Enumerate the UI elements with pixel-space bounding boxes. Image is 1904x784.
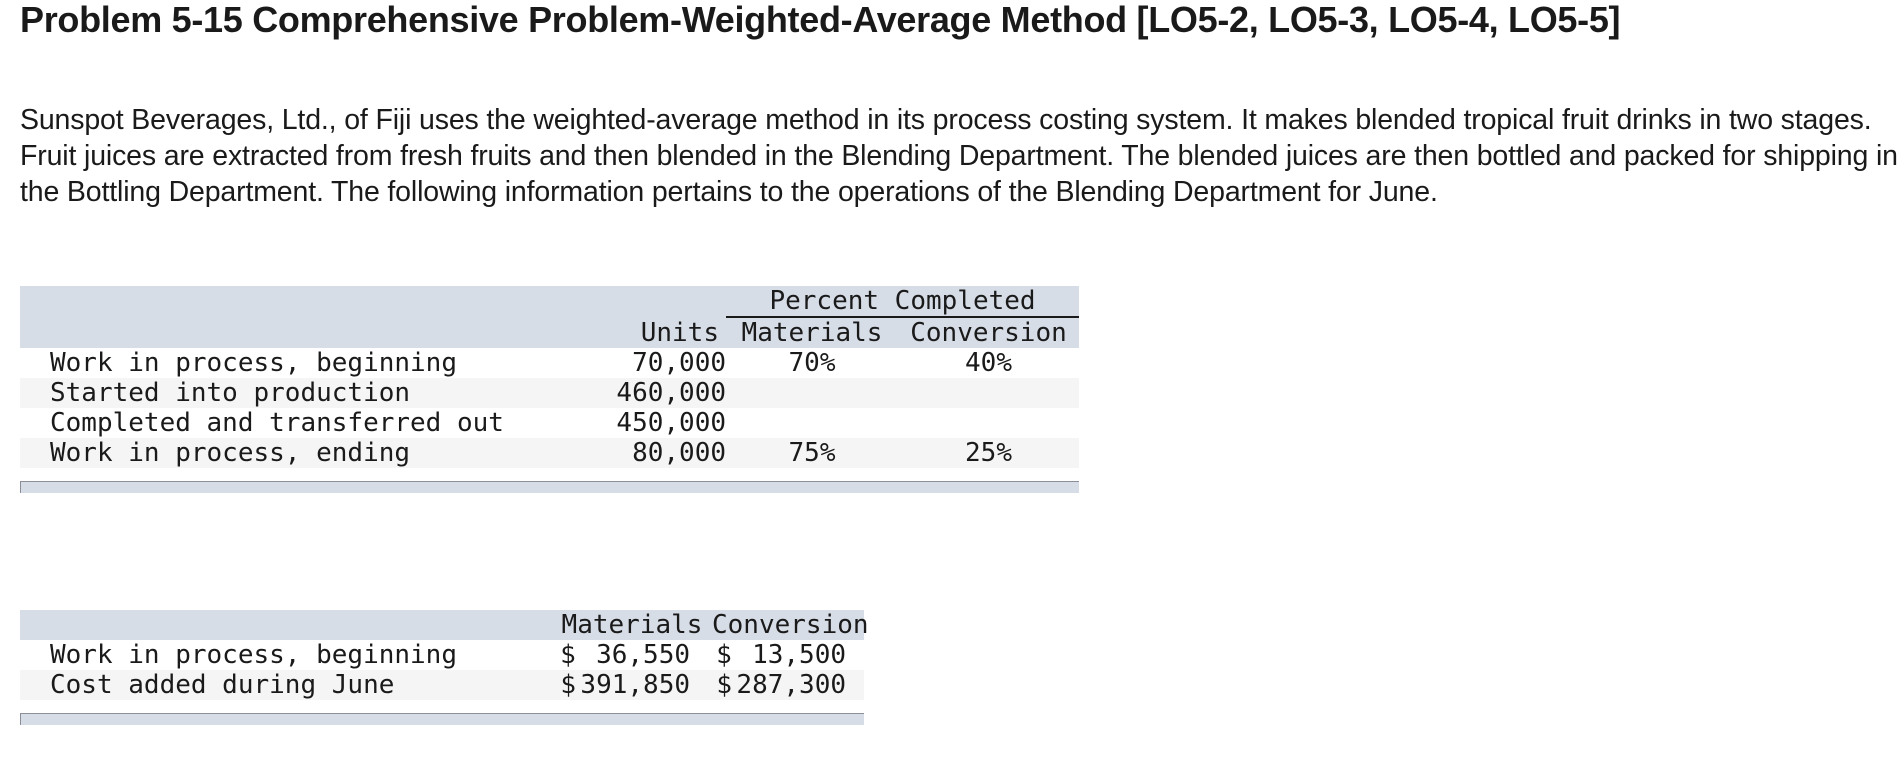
conversion-cost: $13,500 [712,640,864,670]
materials-cost-value: 391,850 [580,670,690,700]
units-value: 450,000 [565,408,726,438]
cost-table-header-row: Materials Conversion [20,610,869,640]
currency-symbol: $ [716,670,733,700]
materials-column-header: Materials [726,317,898,348]
materials-cost: $36,550 [552,640,712,670]
currency-symbol: $ [560,640,576,670]
units-value: 80,000 [565,438,726,468]
table-row: Work in process, beginning $36,550 $13,5… [20,640,864,670]
conversion-percent: 40% [898,348,1080,378]
problem-intro-text: Sunspot Beverages, Ltd., of Fiji uses th… [20,104,1898,208]
materials-cost-value: 36,550 [596,640,690,670]
materials-percent: 75% [726,438,898,468]
problem-title: Problem 5-15 Comprehensive Problem-Weigh… [20,0,1621,40]
materials-percent [726,408,898,438]
materials-column-header: Materials [552,610,712,640]
conversion-percent [898,408,1080,438]
row-label: Cost added during June [20,670,552,700]
cost-table: Materials Conversion Work in process, be… [20,610,869,700]
units-table-column-header-row: Units Materials Conversion [20,317,1080,348]
row-label: Started into production [20,378,565,408]
conversion-percent: 25% [898,438,1080,468]
conversion-cost-value: 13,500 [752,640,846,670]
table-row: Started into production 460,000 [20,378,1080,408]
conversion-cost-value: 287,300 [736,670,846,700]
row-label: Work in process, beginning [20,640,552,670]
row-label: Work in process, ending [20,438,565,468]
row-label: Work in process, beginning [20,348,565,378]
units-table: Percent Completed Units Materials Conver… [20,286,1080,468]
conversion-column-header: Conversion [898,317,1080,348]
currency-symbol: $ [716,640,732,670]
percent-completed-header: Percent Completed [726,286,1080,318]
conversion-percent [898,378,1080,408]
table-row: Cost added during June $391,850 $287,300 [20,670,864,700]
units-table-footer-bar [20,481,1079,493]
units-value: 460,000 [565,378,726,408]
materials-percent [726,378,898,408]
conversion-cost: $287,300 [712,670,864,700]
units-table-group-header-row: Percent Completed [20,286,1080,318]
cost-table-footer-bar [20,713,864,725]
table-row: Work in process, beginning 70,000 70% 40… [20,348,1080,378]
materials-percent: 70% [726,348,898,378]
units-value: 70,000 [565,348,726,378]
conversion-column-header: Conversion [712,610,869,640]
currency-symbol: $ [560,670,577,700]
units-column-header: Units [565,317,726,348]
table-row: Completed and transferred out 450,000 [20,408,1080,438]
table-row: Work in process, ending 80,000 75% 25% [20,438,1080,468]
row-label: Completed and transferred out [20,408,565,438]
materials-cost: $391,850 [552,670,712,700]
